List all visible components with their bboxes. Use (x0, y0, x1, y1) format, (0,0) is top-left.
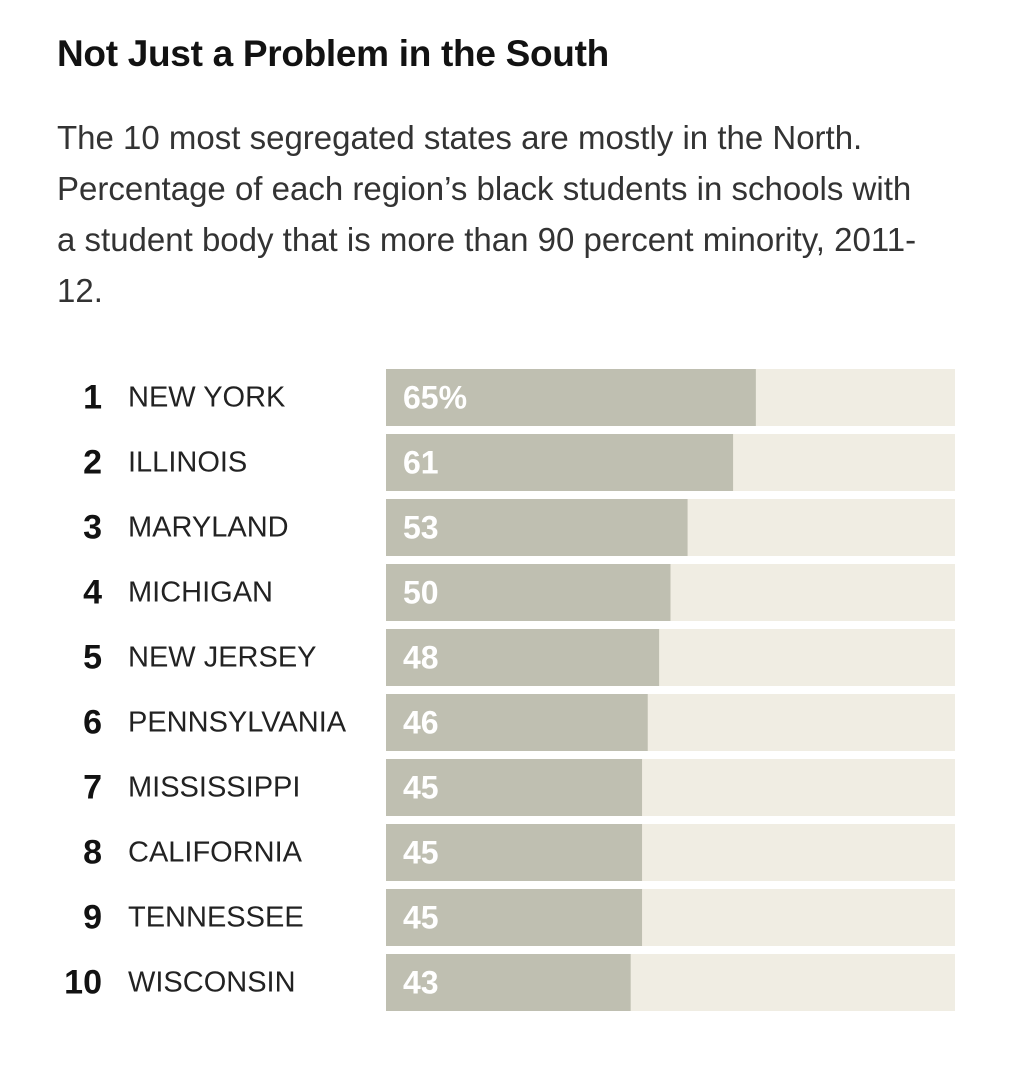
category-label: WISCONSIN (128, 967, 296, 999)
chart-subtitle: The 10 most segregated states are mostly… (57, 119, 917, 309)
bar-row: 9 TENNESSEE 45 (83, 889, 955, 946)
data-label: 48 (403, 640, 439, 676)
data-label: 43 (403, 965, 439, 1001)
rank-label: 4 (83, 574, 102, 612)
bar (386, 824, 643, 881)
category-label: TENNESSEE (128, 902, 304, 934)
bar-row: 6 PENNSYLVANIA 46 (83, 694, 955, 751)
rank-label: 7 (83, 769, 102, 807)
category-label: MARYLAND (128, 512, 289, 544)
bar (386, 889, 643, 946)
category-label: MISSISSIPPI (128, 772, 300, 804)
bar (386, 499, 688, 556)
rank-label: 5 (83, 639, 102, 677)
category-label: NEW JERSEY (128, 642, 317, 674)
rank-label: 3 (83, 509, 102, 547)
data-label: 45 (403, 835, 439, 871)
category-label: PENNSYLVANIA (128, 707, 347, 739)
rank-label: 6 (83, 704, 102, 742)
category-label: NEW YORK (128, 382, 286, 414)
bar (386, 434, 734, 491)
rank-label: 9 (83, 899, 102, 937)
bar-row: 5 NEW JERSEY 48 (83, 629, 955, 686)
data-label: 65% (403, 380, 467, 416)
bar-row: 1 NEW YORK 65% (83, 369, 955, 426)
category-label: MICHIGAN (128, 577, 273, 609)
bar-row: 10 WISCONSIN 43 (64, 954, 955, 1011)
bar-rows: 1 NEW YORK 65% 2 ILLINOIS 61 3 MARYLAND 53 4 MICHI… (64, 369, 955, 1011)
data-label: 53 (403, 510, 439, 546)
bar (386, 564, 671, 621)
bar (386, 369, 756, 426)
bar-row: 4 MICHIGAN 50 (83, 564, 955, 621)
bar (386, 954, 631, 1011)
rank-label: 1 (83, 379, 102, 417)
data-label: 61 (403, 445, 439, 481)
rank-label: 8 (83, 834, 102, 872)
bar (386, 629, 660, 686)
category-label: ILLINOIS (128, 447, 247, 479)
bar-row: 7 MISSISSIPPI 45 (83, 759, 955, 816)
chart-title: Not Just a Problem in the South (57, 33, 609, 74)
bar-row: 8 CALIFORNIA 45 (83, 824, 955, 881)
data-label: 46 (403, 705, 439, 741)
bar-row: 2 ILLINOIS 61 (83, 434, 955, 491)
category-label: CALIFORNIA (128, 837, 303, 869)
rank-label: 2 (83, 444, 102, 482)
rank-label: 10 (64, 964, 102, 1002)
bar (386, 694, 648, 751)
data-label: 45 (403, 900, 439, 936)
data-label: 45 (403, 770, 439, 806)
data-label: 50 (403, 575, 439, 611)
bar (386, 759, 643, 816)
bar-row: 3 MARYLAND 53 (83, 499, 955, 556)
